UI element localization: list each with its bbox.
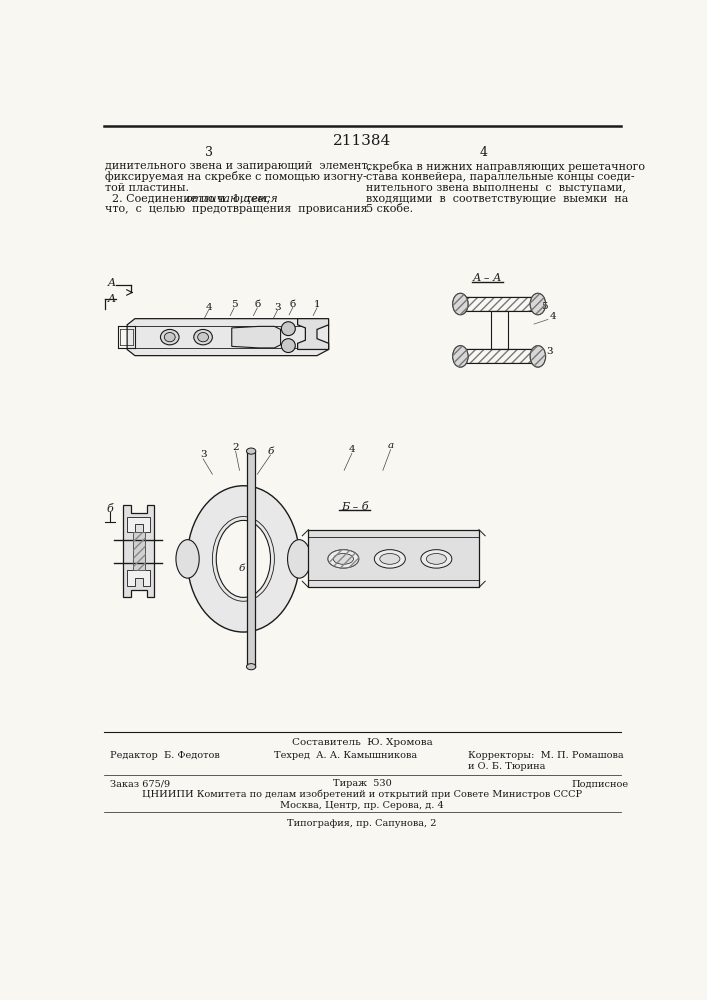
Ellipse shape xyxy=(530,346,546,367)
Ellipse shape xyxy=(452,346,468,367)
Text: A: A xyxy=(107,278,116,288)
Text: входящими  в  соответствующие  выемки  на: входящими в соответствующие выемки на xyxy=(366,194,629,204)
Ellipse shape xyxy=(198,333,209,342)
Text: б: б xyxy=(255,300,260,309)
Bar xyxy=(132,532,145,570)
Ellipse shape xyxy=(164,333,175,342)
Text: 2: 2 xyxy=(233,443,239,452)
Text: б: б xyxy=(239,564,245,573)
Text: 2. Соединение по п. 1,: 2. Соединение по п. 1, xyxy=(105,194,247,204)
Text: 4: 4 xyxy=(479,146,488,159)
Text: нительного звена выполнены  с  выступами,: нительного звена выполнены с выступами, xyxy=(366,183,626,193)
Ellipse shape xyxy=(247,664,256,670)
Ellipse shape xyxy=(328,550,359,568)
Bar xyxy=(460,349,538,363)
Text: 5 скобе.: 5 скобе. xyxy=(366,204,413,214)
Ellipse shape xyxy=(247,448,256,454)
Text: отличающееся: отличающееся xyxy=(186,194,279,204)
Text: что,  с  целью  предотвращения  провисания: что, с целью предотвращения провисания xyxy=(105,204,368,214)
Circle shape xyxy=(281,339,296,353)
Polygon shape xyxy=(123,505,154,597)
Text: 5: 5 xyxy=(230,300,238,309)
Polygon shape xyxy=(232,326,281,348)
Bar xyxy=(308,530,479,587)
Text: Типография, пр. Сапунова, 2: Типография, пр. Сапунова, 2 xyxy=(287,819,437,828)
Text: динительного звена и запирающий  элемент,: динительного звена и запирающий элемент, xyxy=(105,161,371,171)
Bar xyxy=(132,532,145,570)
Text: 211384: 211384 xyxy=(333,134,391,148)
Ellipse shape xyxy=(187,486,300,632)
Text: ЦНИИПИ Комитета по делам изобретений и открытий при Совете Министров СССР: ЦНИИПИ Комитета по делам изобретений и о… xyxy=(142,790,582,799)
Text: 4: 4 xyxy=(550,312,556,321)
Ellipse shape xyxy=(216,520,271,597)
Text: и О. Б. Тюрина: и О. Б. Тюрина xyxy=(468,762,546,771)
Text: фиксируемая на скребке с помощью изогну-: фиксируемая на скребке с помощью изогну- xyxy=(105,171,367,182)
Ellipse shape xyxy=(194,329,212,345)
Bar xyxy=(460,297,538,311)
Text: Тираж  530: Тираж 530 xyxy=(332,779,392,788)
Text: Техред  А. А. Камышникова: Техред А. А. Камышникова xyxy=(274,751,418,760)
Text: скребка в нижних направляющих решетачного: скребка в нижних направляющих решетачног… xyxy=(366,161,645,172)
Ellipse shape xyxy=(452,293,468,315)
Text: 3: 3 xyxy=(204,146,213,159)
Text: 3: 3 xyxy=(200,450,206,459)
Polygon shape xyxy=(298,319,329,349)
Ellipse shape xyxy=(426,554,446,564)
Text: 3: 3 xyxy=(274,303,281,312)
Ellipse shape xyxy=(288,540,311,578)
Ellipse shape xyxy=(380,554,400,564)
Polygon shape xyxy=(127,319,329,356)
Text: б: б xyxy=(107,504,113,514)
Bar xyxy=(491,311,508,349)
Circle shape xyxy=(281,322,296,336)
Text: б: б xyxy=(290,300,296,309)
Text: тем,: тем, xyxy=(243,194,271,204)
Bar xyxy=(460,349,538,363)
Text: става конвейера, параллельные концы соеди-: става конвейера, параллельные концы соед… xyxy=(366,172,634,182)
Text: А – А: А – А xyxy=(473,273,502,283)
Text: Заказ 675/9: Заказ 675/9 xyxy=(110,779,170,788)
Text: Корректоры:  М. П. Ромашова: Корректоры: М. П. Ромашова xyxy=(468,751,624,760)
Text: 1: 1 xyxy=(314,300,320,309)
Bar xyxy=(247,451,255,667)
Ellipse shape xyxy=(160,329,179,345)
Text: а: а xyxy=(387,441,394,450)
Text: 5: 5 xyxy=(541,302,547,311)
Text: той пластины.: той пластины. xyxy=(105,183,189,193)
Bar xyxy=(460,297,538,311)
Text: Москва, Центр, пр. Серова, д. 4: Москва, Центр, пр. Серова, д. 4 xyxy=(280,801,444,810)
Polygon shape xyxy=(127,570,151,586)
Polygon shape xyxy=(127,517,151,532)
Ellipse shape xyxy=(176,540,199,578)
Text: 4: 4 xyxy=(349,445,355,454)
Text: Составитель  Ю. Хромова: Составитель Ю. Хромова xyxy=(291,738,432,747)
Text: 3: 3 xyxy=(547,347,553,356)
Text: Подписное: Подписное xyxy=(571,779,629,788)
Ellipse shape xyxy=(333,554,354,564)
Text: б: б xyxy=(267,447,274,456)
Ellipse shape xyxy=(374,550,405,568)
Text: A: A xyxy=(107,294,116,304)
Ellipse shape xyxy=(530,293,546,315)
Text: Редактор  Б. Федотов: Редактор Б. Федотов xyxy=(110,751,220,760)
Ellipse shape xyxy=(421,550,452,568)
Text: 4: 4 xyxy=(205,303,212,312)
Text: Б – б: Б – б xyxy=(341,502,369,512)
